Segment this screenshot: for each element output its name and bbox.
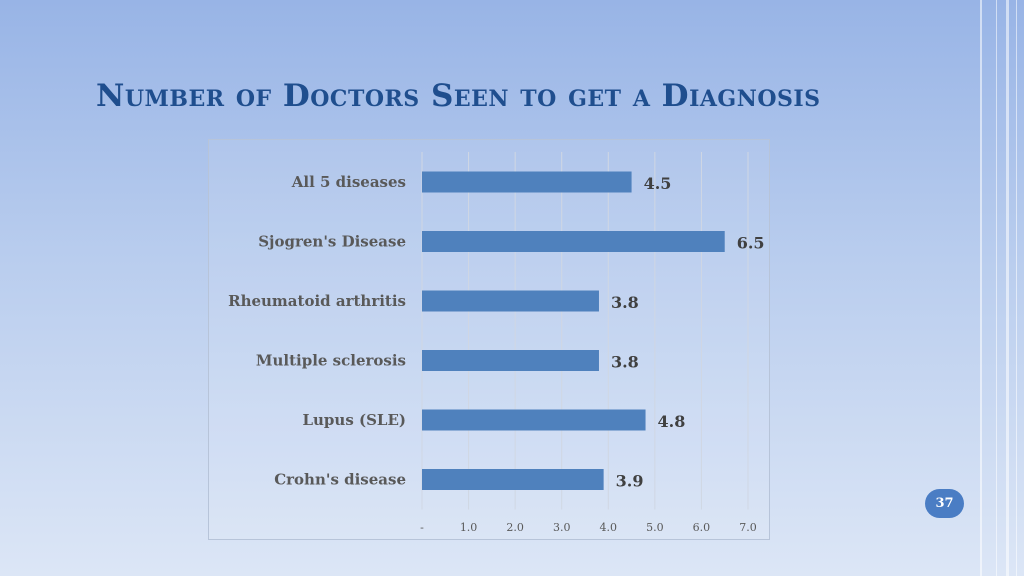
value-label-0: 4.5: [644, 174, 672, 193]
value-label-1: 6.5: [737, 234, 765, 253]
slide-title: Number of Doctors Seen to get a Diagnosi…: [96, 78, 821, 114]
bar-1: [422, 231, 725, 252]
category-label-3: Multiple sclerosis: [256, 352, 406, 370]
x-tick-label-3: 3.0: [553, 521, 571, 534]
chart-frame: All 5 diseases 4.5 Sjogren's Disease 6.5 Rhe…: [208, 139, 770, 540]
x-tick-label-1: 1.0: [460, 521, 478, 534]
x-tick-label-4: 4.0: [600, 521, 618, 534]
x-tick-label-5: 5.0: [646, 521, 664, 534]
value-label-5: 3.9: [616, 472, 644, 491]
bar-2: [422, 290, 599, 312]
bar-3: [422, 350, 599, 371]
category-label-5: Crohn's disease: [274, 471, 406, 489]
category-label-0: All 5 diseases: [291, 173, 406, 191]
x-tick-label-7: 7.0: [739, 521, 757, 534]
rail-line-2: [996, 0, 997, 576]
bar-0: [422, 171, 632, 193]
rail-line-3: [1006, 0, 1009, 576]
x-tick-label-6: 6.0: [693, 521, 711, 534]
category-label-1: Sjogren's Disease: [258, 233, 406, 251]
category-label-4: Lupus (SLE): [302, 411, 406, 429]
value-label-4: 4.8: [658, 412, 686, 431]
right-decorative-rail: [976, 0, 1024, 576]
bar-4: [422, 409, 646, 431]
value-label-2: 3.8: [611, 293, 639, 312]
x-tick-label-2: 2.0: [506, 521, 523, 534]
bar-5: [422, 469, 604, 490]
value-label-3: 3.8: [611, 353, 639, 372]
page-number-badge: 37: [925, 489, 964, 518]
rail-line-4: [1016, 0, 1017, 576]
category-label-2: Rheumatoid arthritis: [228, 292, 406, 310]
x-tick-label-0: -: [420, 521, 424, 534]
rail-line-1: [980, 0, 982, 576]
bar-chart: All 5 diseases 4.5 Sjogren's Disease 6.5 Rhe…: [228, 152, 765, 534]
